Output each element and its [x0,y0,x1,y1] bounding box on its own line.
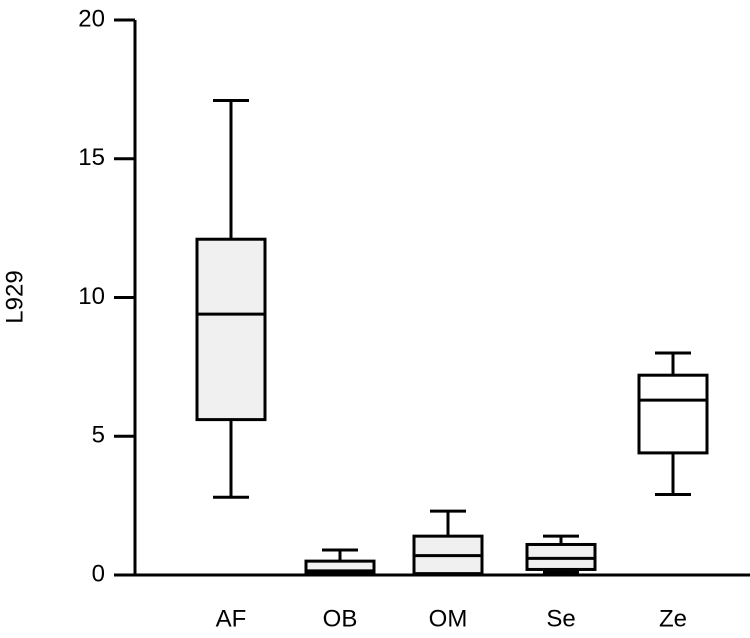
x-tick-label: OM [429,605,468,632]
box [637,373,709,455]
x-tick-label: AF [216,605,247,632]
x-tick-label: Se [546,605,575,632]
x-tick-label: Ze [659,605,687,632]
y-tick-label: 10 [78,283,105,310]
y-tick-label: 20 [78,5,105,32]
box [195,237,267,422]
x-tick-label: OB [323,605,358,632]
y-tick-label: 15 [78,144,105,171]
y-tick-label: 0 [92,560,105,587]
y-axis-label: L929 [1,270,28,323]
y-tick-label: 5 [92,422,105,449]
